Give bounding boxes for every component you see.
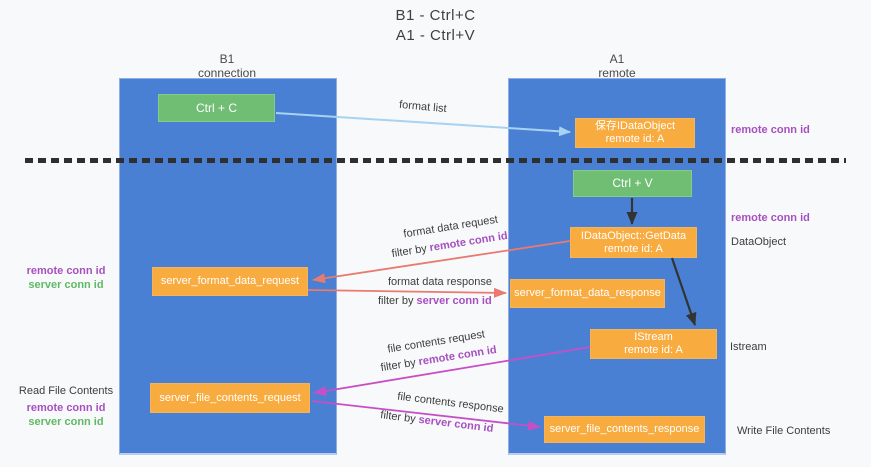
- server-file-contents-response-label: server_file_contents_response: [549, 423, 700, 435]
- server-format-data-response-box: server_format_data_response: [510, 279, 665, 308]
- left-column-header: B1 connection: [177, 52, 277, 80]
- left-remote-conn-id-format: remote conn id: [26, 265, 106, 277]
- file-contents-response-filter: filter by server conn id: [380, 409, 494, 435]
- left-file-labels: Read File Contents remote conn id server…: [14, 384, 118, 429]
- ctrl-c-box: Ctrl + C: [158, 94, 275, 122]
- dataobject-label: DataObject: [731, 236, 787, 248]
- format-data-response-arrow: [307, 287, 507, 298]
- istream-line2: remote id: A: [624, 344, 683, 356]
- server-file-contents-request-box: server_file_contents_request: [150, 383, 310, 413]
- right-remote-conn-id-mid: remote conn id: [731, 212, 810, 224]
- getdata-line2: remote id: A: [604, 242, 663, 255]
- read-file-contents-label: Read File Contents: [18, 385, 114, 397]
- filter-by-text: filter by: [378, 295, 414, 307]
- ctrl-v-box: Ctrl + V: [573, 170, 692, 197]
- istream-box: IStream remote id: A: [590, 329, 717, 359]
- save-idataobject-line2: remote id: A: [605, 133, 665, 145]
- right-remote-conn-id-top: remote conn id: [731, 124, 810, 136]
- format-data-response-label: format data response: [388, 276, 492, 288]
- copy-paste-separator-line: [25, 158, 846, 163]
- server-conn-id-key: server conn id: [417, 413, 494, 435]
- left-column-name: B1: [219, 52, 235, 66]
- title-line-1: B1 - Ctrl+C: [395, 7, 476, 24]
- left-column-subtitle: connection: [197, 66, 257, 80]
- ctrl-c-label: Ctrl + C: [195, 100, 237, 115]
- format-list-label: format list: [398, 98, 448, 116]
- title-line-2: A1 - Ctrl+V: [395, 27, 476, 44]
- write-file-contents-label: Write File Contents: [737, 425, 831, 437]
- filter-by-text: filter by: [379, 409, 417, 426]
- idataobject-getdata-box: IDataObject::GetData remote id: A: [570, 227, 697, 258]
- right-column-subtitle: remote: [598, 66, 636, 80]
- right-column-name: A1: [609, 52, 625, 66]
- server-file-contents-response-box: server_file_contents_response: [544, 416, 705, 443]
- server-format-data-request-label: server_format_data_request: [160, 275, 300, 287]
- server-file-contents-request-label: server_file_contents_request: [159, 391, 301, 404]
- server-format-data-response-label: server_format_data_response: [514, 287, 661, 299]
- getdata-line1: IDataObject::GetData: [580, 229, 687, 242]
- save-idataobject-box: 保存IDataObject remote id: A: [575, 118, 695, 148]
- filter-by-text: filter by: [390, 242, 428, 261]
- diagram-title: B1 - Ctrl+C A1 - Ctrl+V: [300, 6, 571, 46]
- right-column-header: A1 remote: [567, 52, 667, 80]
- format-data-response-filter: filter by server conn id: [378, 295, 492, 307]
- left-server-conn-id-file: server conn id: [28, 416, 104, 428]
- file-contents-response-label: file contents response: [396, 390, 505, 416]
- istream-side-label: Istream: [730, 341, 767, 353]
- ctrl-v-label: Ctrl + V: [612, 176, 653, 190]
- left-server-conn-id-format: server conn id: [28, 279, 104, 291]
- server-format-data-request-box: server_format_data_request: [152, 267, 308, 296]
- istream-line1: IStream: [634, 331, 673, 343]
- left-remote-conn-id-file: remote conn id: [26, 402, 106, 414]
- filter-by-text: filter by: [379, 356, 417, 375]
- left-format-conn-ids: remote conn id server conn id: [14, 264, 118, 292]
- save-idataobject-line1: 保存IDataObject: [594, 120, 676, 132]
- server-conn-id-key: server conn id: [416, 295, 492, 307]
